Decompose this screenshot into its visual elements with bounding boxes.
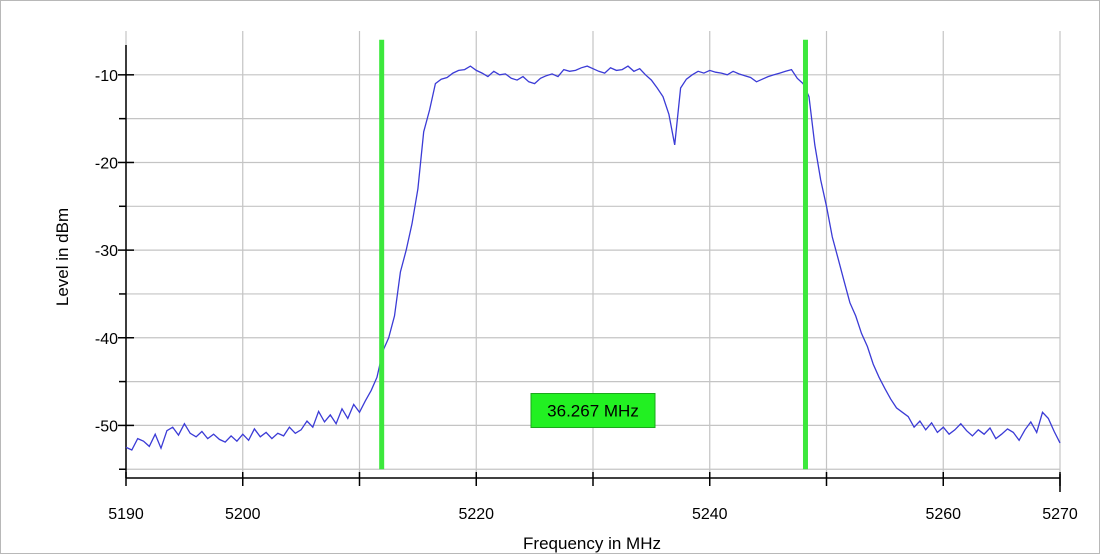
- x-tick-label: 5240: [692, 506, 728, 523]
- bandwidth-markers: [379, 39, 808, 470]
- spectrum-trace: [125, 65, 1061, 451]
- x-axis-title: Frequency in MHz: [523, 534, 661, 553]
- series-line: [125, 65, 1061, 451]
- y-axis-title: Level in dBm: [53, 208, 72, 306]
- x-tick-label: 5220: [458, 506, 494, 523]
- y-tick-label: -30: [95, 243, 118, 260]
- y-tick-label: -40: [95, 331, 118, 348]
- axes: [118, 45, 1061, 492]
- tick-labels: -10 -20 -30 -40 -50 5190 5200 5220 5240 5260 5270: [95, 68, 1078, 523]
- y-tick-label: -20: [95, 155, 118, 172]
- x-tick-label: 5200: [225, 506, 261, 523]
- x-tick-label: 5260: [925, 506, 961, 523]
- bandwidth-label-background: [530, 393, 656, 429]
- x-tick-label: 5190: [108, 506, 144, 523]
- bandwidth-label: 36.267 MHz: [547, 402, 639, 421]
- y-tick-label: -10: [95, 68, 118, 85]
- y-tick-label: -50: [95, 418, 118, 435]
- x-tick-label: 5270: [1042, 506, 1078, 523]
- bandwidth-label-box: 36.267 MHz: [530, 393, 656, 429]
